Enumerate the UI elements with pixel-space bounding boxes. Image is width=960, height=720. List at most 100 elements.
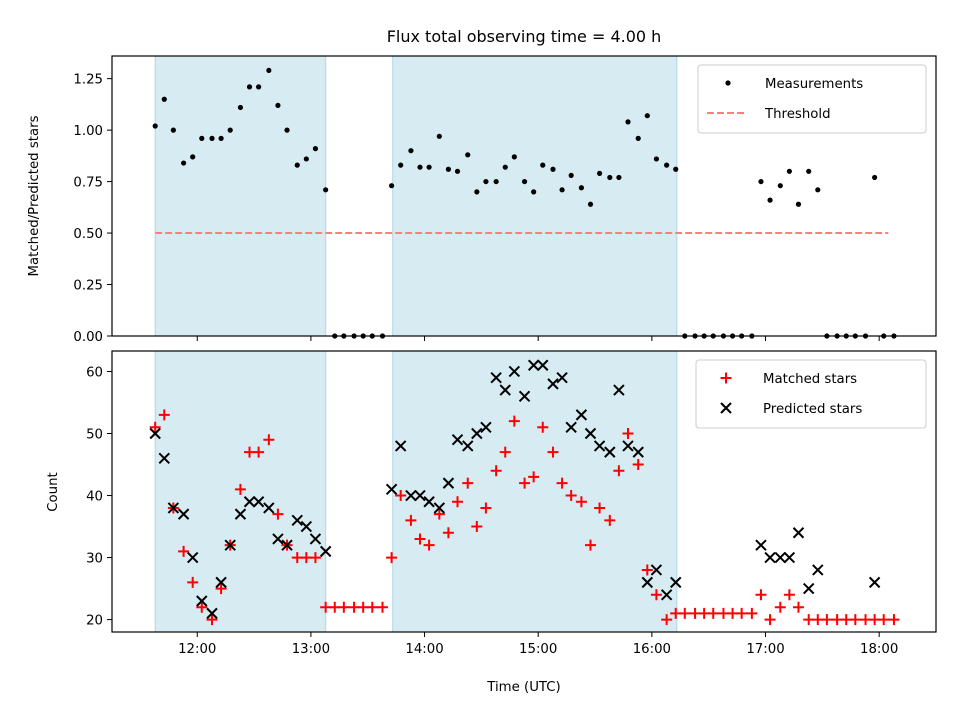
matched-star-point xyxy=(565,490,577,502)
measurement-point xyxy=(664,162,670,168)
predicted-star-point xyxy=(196,595,208,607)
predicted-star-point xyxy=(309,533,322,545)
measurement-point xyxy=(294,162,300,168)
measurement-point xyxy=(246,84,253,90)
matched-star-point xyxy=(187,576,199,588)
predicted-star-point xyxy=(556,371,568,384)
bottom-x-tick-label: 16:00 xyxy=(633,642,671,657)
measurement-point xyxy=(218,135,224,141)
predicted-star-point xyxy=(632,446,644,458)
measurement-point xyxy=(190,154,196,160)
matched-star-point xyxy=(253,446,265,458)
measurement-point xyxy=(170,127,176,133)
measurement-point xyxy=(454,168,461,174)
bottom-x-tick-label: 17:00 xyxy=(746,642,784,657)
predicted-star-point xyxy=(670,576,682,589)
measurement-point xyxy=(303,156,309,162)
matched-star-point xyxy=(499,446,511,458)
predicted-star-point xyxy=(291,514,303,527)
matched-star-point xyxy=(338,601,350,613)
predicted-star-point xyxy=(527,359,540,371)
measurement-point xyxy=(502,164,508,170)
matched-star-point xyxy=(462,477,474,489)
measurement-point xyxy=(256,84,262,90)
matched-star-point xyxy=(594,502,606,514)
measurement-point xyxy=(673,166,679,172)
predicted-star-point xyxy=(593,440,606,452)
measurement-point xyxy=(806,168,812,174)
predicted-star-point xyxy=(622,440,634,452)
matched-star-point xyxy=(632,459,644,471)
predicted-star-point xyxy=(764,551,776,564)
measurement-point xyxy=(312,146,319,152)
predicted-star-point xyxy=(224,539,236,551)
matched-star-point xyxy=(149,421,161,433)
matched-star-point xyxy=(405,514,417,526)
matched-star-point xyxy=(849,614,861,626)
measurement-point xyxy=(436,133,442,139)
predicted-star-point xyxy=(414,489,426,502)
top-y-tick-label: 0.50 xyxy=(73,227,103,242)
measurement-point xyxy=(445,166,452,172)
predicted-star-point xyxy=(394,440,407,452)
bottom-x-tick-label: 15:00 xyxy=(519,642,557,657)
bottom-legend-box xyxy=(695,359,927,429)
measurement-point xyxy=(237,104,244,111)
predicted-star-point xyxy=(755,539,767,551)
predicted-star-point xyxy=(774,551,786,564)
matched-star-point xyxy=(878,614,890,626)
bottom-legend-label: Matched stars xyxy=(763,372,857,387)
legend-marker-predicted xyxy=(720,402,732,414)
legend-marker-matched xyxy=(720,372,732,384)
matched-star-point xyxy=(508,415,520,427)
matched-star-point xyxy=(366,601,378,613)
predicted-star-point xyxy=(385,483,398,496)
bottom-y-axis-label: Count xyxy=(46,472,61,512)
top-plot-frame xyxy=(111,55,937,337)
measurement-point xyxy=(417,164,423,170)
top-y-tick-label: 1.25 xyxy=(73,73,103,88)
predicted-star-point xyxy=(792,527,805,539)
measurement-point xyxy=(540,162,546,168)
matched-star-point xyxy=(783,589,795,601)
measurement-point xyxy=(275,102,281,109)
top-y-axis-label: Matched/Predicted stars xyxy=(27,115,42,276)
measurement-point xyxy=(284,127,290,133)
matched-star-point xyxy=(755,589,767,601)
predicted-star-point xyxy=(650,564,663,576)
matched-star-point xyxy=(423,539,435,551)
bottom-legend-label: Predicted stars xyxy=(763,402,862,417)
measurement-point xyxy=(607,174,613,181)
matched-star-point xyxy=(263,434,275,446)
predicted-star-point xyxy=(272,533,284,545)
matched-star-point xyxy=(433,508,445,520)
predicted-star-point xyxy=(149,427,161,440)
predicted-star-point xyxy=(451,433,464,446)
predicted-star-point xyxy=(480,421,492,434)
matched-star-point xyxy=(650,589,662,601)
predicted-star-point xyxy=(490,371,502,384)
predicted-star-point xyxy=(252,496,265,508)
matched-star-point xyxy=(613,465,625,477)
matched-star-point xyxy=(178,545,190,557)
top-shaded-interval xyxy=(154,55,327,337)
measurement-point xyxy=(587,201,594,207)
measurement-point xyxy=(161,96,167,102)
matched-star-point xyxy=(604,514,616,526)
top-chart-title: Flux total observing time = 4.00 h xyxy=(387,27,662,46)
matched-star-point xyxy=(661,614,673,626)
predicted-star-point xyxy=(167,502,180,514)
predicted-star-point xyxy=(604,446,616,458)
matched-star-point xyxy=(707,607,719,619)
matched-star-point xyxy=(622,428,634,440)
predicted-star-point xyxy=(471,427,483,440)
measurement-point xyxy=(653,156,660,162)
bottom-x-tick-label: 14:00 xyxy=(405,642,443,657)
x-axis-label: Time (UTC) xyxy=(486,680,561,695)
measurement-point xyxy=(483,178,489,185)
matched-star-point xyxy=(215,583,227,595)
predicted-star-point xyxy=(783,551,796,564)
measurement-point xyxy=(493,178,499,185)
measurement-point xyxy=(795,201,802,207)
